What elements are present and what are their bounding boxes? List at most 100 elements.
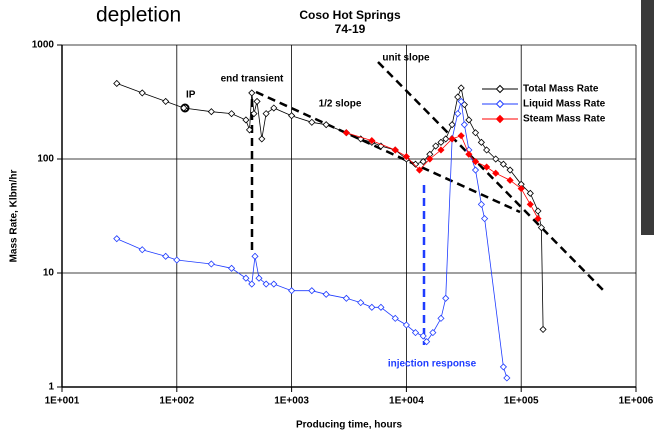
data-point xyxy=(492,155,500,163)
data-point xyxy=(402,321,410,329)
data-point xyxy=(162,252,170,260)
legend-label: Liquid Mass Rate xyxy=(523,99,606,110)
data-point xyxy=(308,118,316,126)
data-point xyxy=(391,314,399,322)
data-point xyxy=(477,138,485,146)
data-point xyxy=(415,166,424,174)
data-point xyxy=(457,84,465,92)
x-tick-label: 1E+002 xyxy=(159,396,194,407)
data-point xyxy=(342,294,350,302)
data-point xyxy=(250,110,258,118)
data-point xyxy=(251,252,259,260)
data-point xyxy=(357,299,365,307)
annotation: end transient xyxy=(221,74,284,85)
x-tick-label: 1E+005 xyxy=(504,396,539,407)
data-point xyxy=(288,112,296,120)
data-point xyxy=(368,137,376,145)
data-point xyxy=(506,176,514,184)
data-point xyxy=(262,110,270,118)
legend-marker xyxy=(495,99,505,109)
data-point xyxy=(255,274,263,282)
annotation: 1/2 slope xyxy=(319,99,362,110)
data-point xyxy=(534,207,542,215)
data-point xyxy=(248,89,256,97)
x-tick-label: 1E+004 xyxy=(389,396,424,407)
x-tick-label: 1E+006 xyxy=(619,396,654,407)
data-point xyxy=(113,235,121,243)
data-point xyxy=(262,280,270,288)
data-point xyxy=(423,338,431,346)
data-point xyxy=(162,97,170,105)
data-point xyxy=(426,155,434,163)
data-point xyxy=(411,160,420,168)
half-slope-line xyxy=(255,90,521,214)
data-point xyxy=(377,303,385,311)
data-point xyxy=(534,215,542,223)
data-point xyxy=(539,325,547,333)
annotation: injection response xyxy=(388,359,477,370)
data-point xyxy=(454,93,462,101)
data-point xyxy=(258,135,266,143)
x-tick-label: 1E+003 xyxy=(274,396,309,407)
data-point xyxy=(180,104,188,112)
data-point xyxy=(245,126,254,134)
data-point xyxy=(499,160,507,168)
y-axis-label: Mass Rate, Klbm/hr xyxy=(9,169,20,262)
data-point xyxy=(437,138,445,146)
legend-label: Steam Mass Rate xyxy=(523,114,606,125)
data-point xyxy=(499,363,507,371)
header-text: depletion xyxy=(96,4,181,27)
legend-marker xyxy=(495,114,505,124)
data-point xyxy=(253,97,261,105)
x-axis-label: Producing time, hours xyxy=(296,420,403,431)
chart-subtitle: 74-19 xyxy=(335,22,366,36)
data-point xyxy=(270,104,278,112)
data-point xyxy=(457,132,465,140)
data-point xyxy=(342,129,350,137)
y-tick-label: 1 xyxy=(48,382,54,393)
data-point xyxy=(242,116,250,124)
data-point xyxy=(288,287,296,295)
data-point xyxy=(492,169,500,177)
data-point xyxy=(429,329,437,337)
data-point xyxy=(173,256,181,264)
data-point xyxy=(432,142,440,150)
data-point xyxy=(113,79,121,88)
data-point xyxy=(471,166,480,174)
data-point xyxy=(471,157,480,166)
data-point xyxy=(503,374,511,382)
data-point xyxy=(242,274,250,282)
data-point xyxy=(419,332,427,340)
data-point xyxy=(228,110,236,118)
data-point xyxy=(207,108,215,116)
data-point xyxy=(442,294,450,302)
data-point xyxy=(437,146,445,154)
legend-label: Total Mass Rate xyxy=(523,84,599,95)
data-point xyxy=(481,215,489,223)
data-point xyxy=(419,157,427,166)
data-point xyxy=(506,166,514,174)
data-point xyxy=(437,314,445,322)
data-point xyxy=(411,329,420,337)
data-point xyxy=(465,150,473,158)
data-point xyxy=(448,135,456,143)
data-point xyxy=(322,290,330,298)
y-tick-label: 100 xyxy=(37,154,54,165)
data-point xyxy=(477,200,485,208)
data-point xyxy=(471,129,480,137)
annotation: IP xyxy=(186,90,196,101)
data-point xyxy=(465,116,473,124)
data-point xyxy=(391,146,399,154)
data-point xyxy=(483,163,491,171)
unit-slope-line xyxy=(377,61,606,293)
data-point xyxy=(517,185,525,193)
data-point xyxy=(308,287,316,295)
data-point xyxy=(526,189,534,197)
y-tick-label: 10 xyxy=(43,268,55,279)
data-point xyxy=(457,97,465,105)
data-point xyxy=(460,121,468,129)
data-point xyxy=(483,146,491,154)
annotation: unit slope xyxy=(382,53,430,64)
